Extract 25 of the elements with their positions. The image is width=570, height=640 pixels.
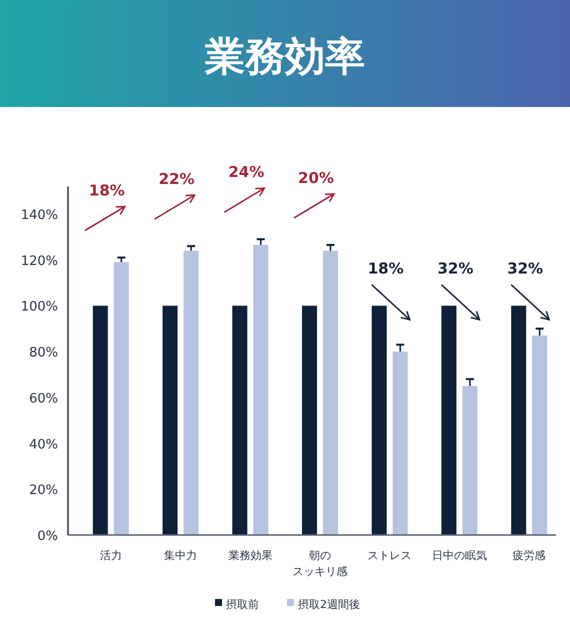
y-tick-label: 120% (20, 254, 58, 269)
x-tick-label: 朝のスッキリ感 (292, 549, 348, 578)
annotation: 22% (158, 170, 195, 188)
x-tick-label: 活力 (100, 549, 122, 562)
x-tick-label: 集中力 (164, 549, 198, 562)
y-tick-label: 100% (20, 300, 58, 315)
x-tick-label: 日中の眠気 (432, 549, 487, 562)
y-tick-label: 140% (20, 208, 58, 223)
annotation: 20% (298, 168, 334, 187)
annotation: 18% (368, 260, 404, 278)
x-tick-label: 業務効果 (228, 549, 272, 562)
legend-label: 摂取2週間後 (298, 598, 360, 611)
annotation: 32% (507, 260, 544, 278)
x-tick-label: ストレス (368, 549, 412, 562)
annotation: 18% (88, 182, 125, 200)
y-tick-label: 80% (29, 346, 58, 361)
y-tick-label: 40% (29, 437, 58, 452)
annotation: 32% (437, 260, 474, 278)
text: 24% (228, 163, 264, 182)
x-tick-label: 疲労感 (512, 549, 546, 562)
chart-title: 業務効率 (204, 34, 365, 80)
y-tick-label: 60% (29, 391, 58, 406)
legend-label: 摂取前 (226, 598, 259, 611)
y-tick-label: 0% (37, 529, 58, 544)
y-tick-label: 20% (29, 483, 58, 498)
